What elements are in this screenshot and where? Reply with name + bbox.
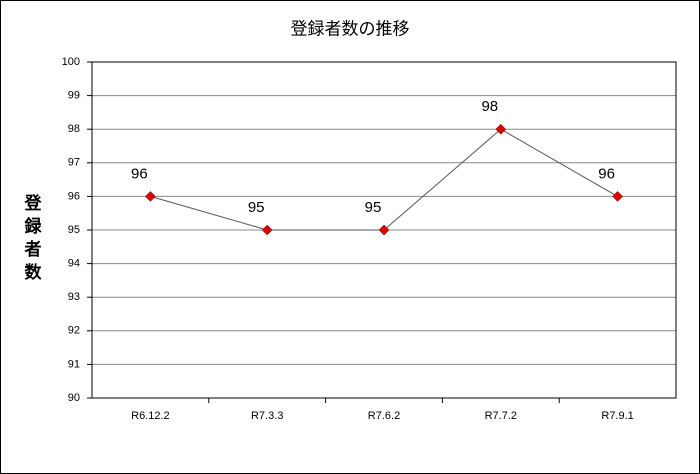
x-tick-label: R7.9.1 [601,410,633,422]
y-tick-label: 98 [68,123,80,135]
marker [612,191,623,202]
y-tick-label: 93 [68,291,80,303]
plot-area [91,61,677,399]
y-tick-label: 95 [68,224,80,236]
y-tick-label: 99 [68,90,80,102]
y-tick-label: 91 [68,358,80,370]
y-axis-label: 登録者数 [22,193,43,286]
y-tick-label: 90 [68,392,80,404]
data-label: 95 [248,199,265,216]
chart-title: 登録者数の推移 [291,19,410,38]
y-tick-label: 92 [68,325,80,337]
x-tick-label: R7.3.3 [251,410,283,422]
data-label: 95 [365,199,382,216]
y-tick-label: 100 [62,56,80,68]
x-tick-label: R7.6.2 [368,410,400,422]
x-tick-label: R6.12.2 [131,410,170,422]
marker [145,191,156,202]
data-label: 96 [598,165,615,182]
y-tick-label: 94 [68,258,80,270]
marker [378,224,390,236]
x-tick-label: R7.7.2 [485,410,517,422]
data-label: 96 [131,165,148,182]
y-tick-label: 96 [68,190,80,202]
marker [495,123,507,135]
y-tick-label: 97 [68,157,80,169]
data-label: 98 [481,98,498,115]
marker [261,224,273,236]
